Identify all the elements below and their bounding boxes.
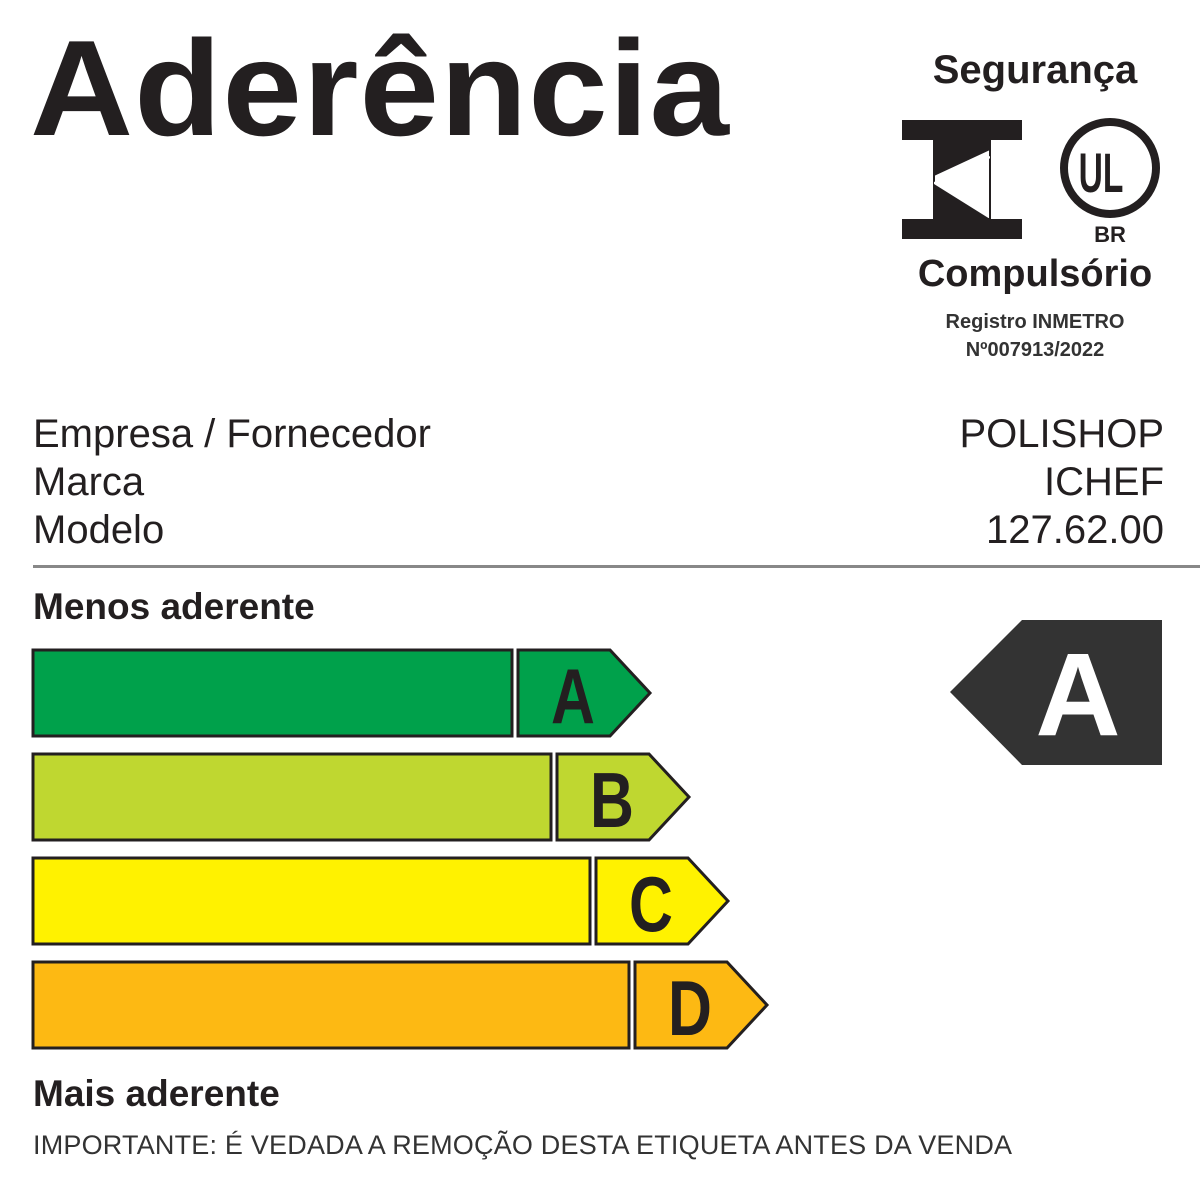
rating-arrow-d (633, 960, 770, 1050)
product-info-values: POLISHOP ICHEF 127.62.00 (959, 410, 1164, 554)
info-label-company: Empresa / Fornecedor (33, 412, 431, 456)
important-notice: IMPORTANTE: É VEDADA A REMOÇÃO DESTA ETI… (33, 1130, 1013, 1160)
rating-bar-c (31, 856, 592, 946)
rating-letter: B (590, 757, 634, 844)
certification-logos: UL BR (902, 118, 1160, 247)
registry-line: Registro INMETRO (945, 311, 1125, 333)
rating-letter: A (551, 653, 595, 740)
product-info-labels: Empresa / Fornecedor Marca Modelo (33, 410, 431, 554)
certification-bottom-label: Compulsório (917, 253, 1153, 295)
svg-text:UL: UL (1079, 141, 1124, 204)
label-title: Aderência (30, 12, 730, 164)
selected-class-letter: A (1035, 629, 1120, 761)
info-value-brand: ICHEF (1044, 460, 1164, 504)
rating-arrow-a (516, 648, 653, 738)
rating-arrow-c (594, 856, 731, 946)
inmetro-logo-icon (902, 120, 1022, 239)
registry-number: Nº007913/2022 (965, 339, 1105, 361)
info-value-model: 127.62.00 (986, 508, 1164, 552)
info-label-model: Modelo (33, 508, 165, 552)
rating-bar-a (31, 648, 514, 738)
scale-bottom-label: Mais aderente (33, 1073, 280, 1114)
scale-top-label: Menos aderente (33, 586, 315, 627)
rating-bar-b (31, 752, 553, 842)
rating-bar-d (31, 960, 631, 1050)
selected-class-indicator (950, 620, 1162, 765)
rating-arrow-b (555, 752, 692, 842)
svg-text:BR: BR (1094, 222, 1126, 247)
rating-letter: D (668, 965, 712, 1052)
divider (33, 565, 1200, 568)
certification-top-label: Segurança (932, 48, 1138, 92)
rating-letter: C (629, 861, 673, 948)
registry-info: Registro INMETRO Nº007913/2022 (880, 308, 1190, 364)
ul-logo-icon: UL BR (1060, 118, 1160, 247)
info-value-company: POLISHOP (959, 412, 1164, 456)
info-label-brand: Marca (33, 460, 145, 504)
